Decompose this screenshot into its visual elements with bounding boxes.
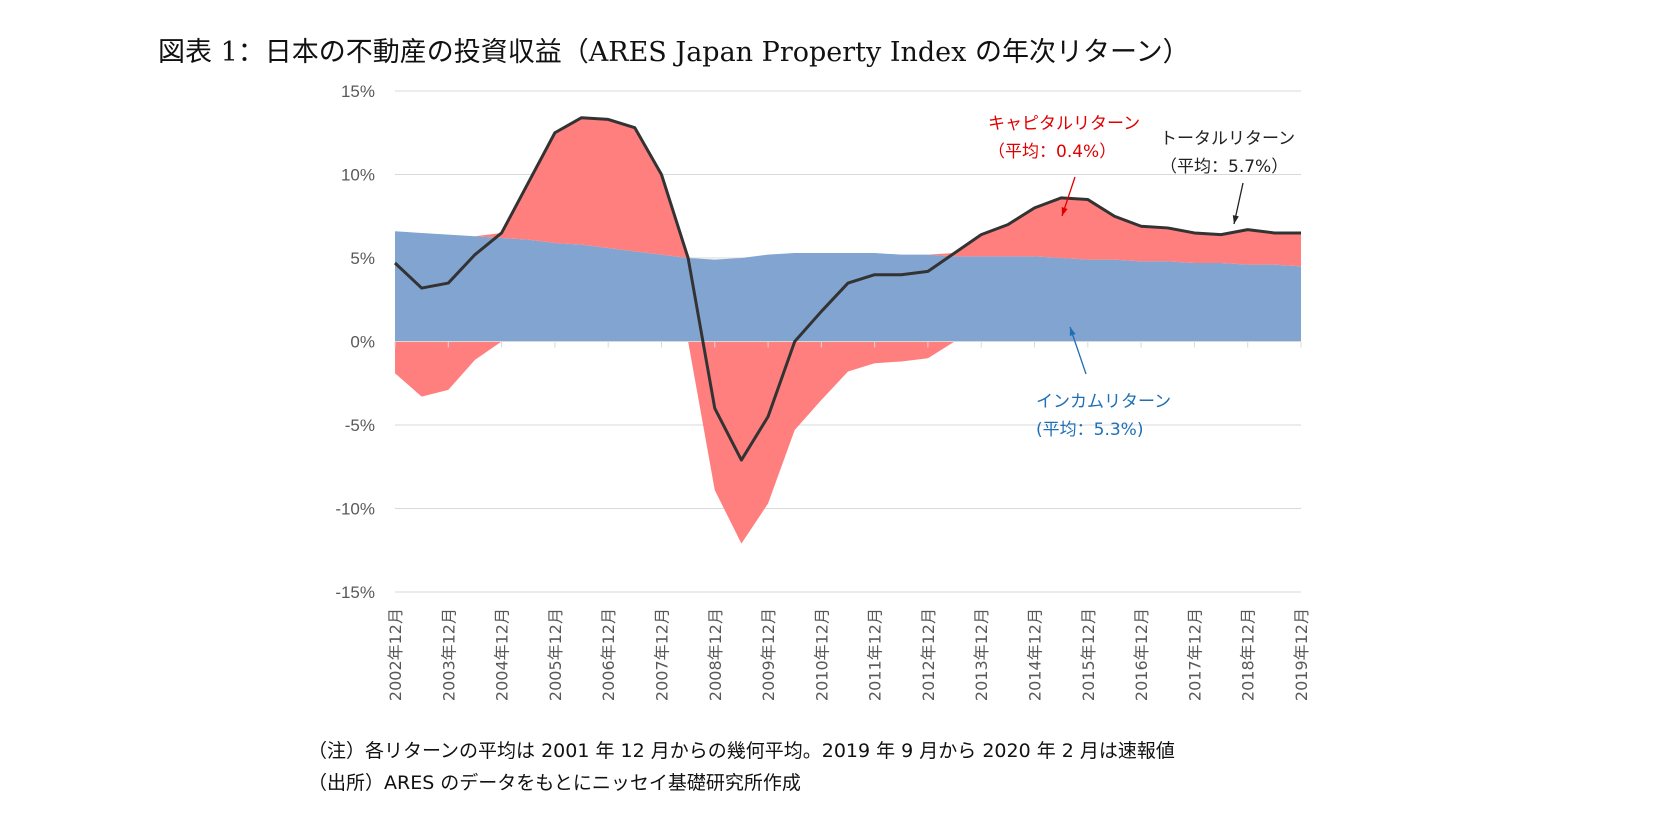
y-tick-label: 0% <box>350 333 375 352</box>
footnote-note: （注）各リターンの平均は 2001 年 12 月からの幾何平均。2019 年 9… <box>308 740 1175 762</box>
x-tick-label: 2005年12月 <box>546 608 565 701</box>
income-average: (平均：5.3%) <box>1036 420 1144 440</box>
y-tick-label: 5% <box>350 249 375 268</box>
chart-title: 図表 1：日本の不動産の投資収益（ARES Japan Property Ind… <box>158 37 1190 68</box>
total-label: トータルリターン <box>1160 129 1296 149</box>
y-tick-label: 10% <box>341 166 375 185</box>
total-arrow-head <box>1232 215 1239 224</box>
x-tick-label: 2003年12月 <box>439 608 458 701</box>
total-average: （平均：5.7%） <box>1160 157 1289 177</box>
x-tick-label: 2019年12月 <box>1292 608 1311 701</box>
x-tick-label: 2017年12月 <box>1185 608 1204 701</box>
capital-return-positive-area <box>395 117 1301 267</box>
y-tick-label: -5% <box>345 416 375 435</box>
x-tick-label: 2007年12月 <box>652 608 671 701</box>
y-tick-label: 15% <box>341 82 375 101</box>
footnote-source: （出所）ARES のデータをもとにニッセイ基礎研究所作成 <box>308 772 801 794</box>
capital-label: キャピタルリターン <box>988 114 1141 134</box>
capital-arrow-head <box>1061 207 1068 216</box>
x-tick-label: 2010年12月 <box>812 608 831 701</box>
income-arrow-head <box>1069 327 1076 336</box>
x-tick-label: 2011年12月 <box>866 608 885 701</box>
x-tick-label: 2004年12月 <box>493 608 512 701</box>
x-tick-label: 2008年12月 <box>706 608 725 701</box>
y-tick-label: -15% <box>335 583 375 602</box>
income-annotation: インカムリターン (平均：5.3%) <box>1036 388 1171 444</box>
x-tick-label: 2006年12月 <box>599 608 618 701</box>
x-tick-label: 2012年12月 <box>919 608 938 701</box>
x-tick-label: 2018年12月 <box>1239 608 1258 701</box>
income-return-area <box>395 231 1301 342</box>
total-annotation: トータルリターン （平均：5.7%） <box>1160 125 1295 181</box>
capital-average: （平均：0.4%） <box>988 142 1117 162</box>
y-tick-label: -10% <box>335 500 375 519</box>
x-tick-label: 2002年12月 <box>386 608 405 701</box>
x-tick-label: 2013年12月 <box>972 608 991 701</box>
capital-annotation: キャピタルリターン （平均：0.4%） <box>988 110 1140 166</box>
x-tick-label: 2014年12月 <box>1026 608 1045 701</box>
total-return-line <box>393 116 1301 462</box>
x-tick-label: 2009年12月 <box>759 608 778 701</box>
x-tick-label: 2015年12月 <box>1079 608 1098 701</box>
income-label: インカムリターン <box>1036 392 1172 412</box>
x-tick-label: 2016年12月 <box>1132 608 1151 701</box>
